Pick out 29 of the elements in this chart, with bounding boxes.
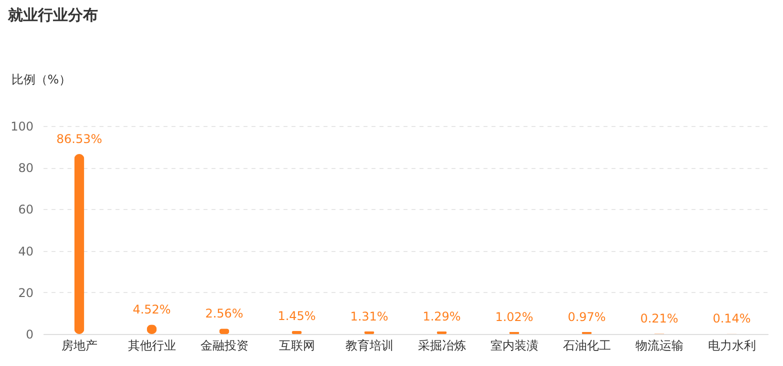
data-label: 1.29%: [422, 309, 461, 324]
data-label: 0.97%: [568, 310, 606, 324]
x-tick-label: 石油化工: [562, 338, 611, 352]
y-axis-title: 比例（%）: [12, 72, 71, 86]
y-tick-label: 100: [10, 120, 34, 134]
x-tick-label: 采掘冶炼: [418, 338, 466, 352]
data-label: 4.52%: [132, 302, 171, 317]
data-label: 86.53%: [56, 132, 102, 146]
x-tick-label: 房地产: [61, 338, 98, 352]
y-tick-label: 60: [18, 202, 34, 217]
x-tick-label: 室内装潢: [490, 338, 538, 352]
y-tick-label: 20: [18, 286, 34, 300]
data-label: 0.14%: [712, 312, 751, 326]
data-label: 2.56%: [205, 306, 244, 321]
chart-title: 就业行业分布: [7, 6, 98, 24]
x-tick-label: 教育培训: [345, 338, 394, 352]
x-tick-label: 其他行业: [128, 338, 176, 352]
x-tick-label: 互联网: [278, 338, 315, 352]
x-tick-label: 电力水利: [708, 338, 756, 352]
x-tick-label: 金融投资: [200, 338, 248, 352]
y-tick-label: 0: [26, 328, 34, 342]
y-tick-label: 80: [18, 161, 34, 176]
x-tick-label: 物流运输: [635, 338, 684, 352]
bar: [74, 154, 84, 334]
data-label: 1.45%: [278, 308, 316, 323]
data-label: 1.31%: [350, 309, 388, 324]
data-label: 0.21%: [640, 312, 678, 326]
data-label: 1.02%: [495, 310, 534, 324]
y-tick-label: 40: [18, 244, 34, 258]
